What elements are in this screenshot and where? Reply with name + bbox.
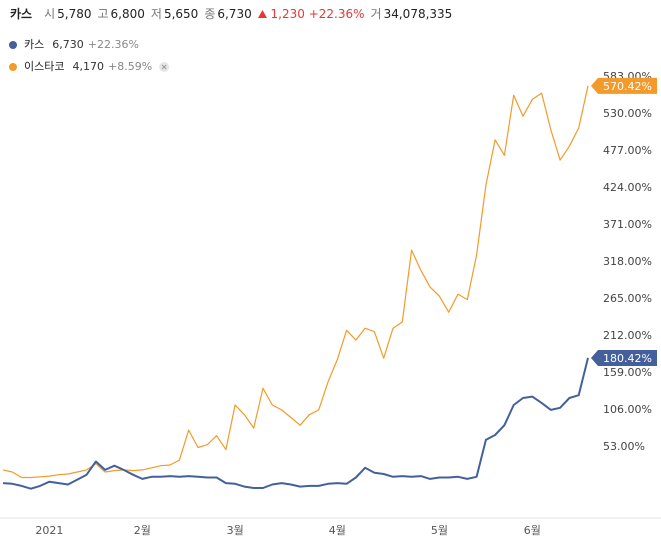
y-tick-label: 318.00% <box>603 255 652 268</box>
legend-dot <box>9 41 17 49</box>
y-tick-label: 530.00% <box>603 107 652 120</box>
up-triangle <box>257 9 267 18</box>
stat: 시 5,780 <box>44 5 91 22</box>
legend-name: 이스타코 <box>24 60 64 73</box>
volume: 거 34,078,335 <box>371 5 453 22</box>
stat: 고 6,800 <box>98 5 145 22</box>
y-tick-label: 159.00% <box>603 366 652 379</box>
y-tick-label: 371.00% <box>603 218 652 231</box>
y-tick-label: 265.00% <box>603 292 652 305</box>
stat: 저 5,650 <box>151 5 198 22</box>
remove-series-button[interactable] <box>159 62 170 72</box>
legend-name: 카스 <box>24 38 44 51</box>
legend-change: +8.59% <box>108 60 152 73</box>
x-tick-label: 2월 <box>134 524 151 537</box>
x-tick-label: 2021 <box>35 524 63 537</box>
x-tick-label: 5월 <box>431 524 448 537</box>
change-pct: +22.36% <box>308 6 365 21</box>
stat-label: 시 <box>44 7 56 21</box>
stat-label: 종 <box>204 7 216 21</box>
stat-label: 고 <box>97 7 109 21</box>
end-value-tag <box>591 349 657 366</box>
y-tick-label: 477.00% <box>603 144 652 157</box>
change: 1,230 +22.36% <box>257 6 365 21</box>
change-value: 1,230 <box>270 6 305 21</box>
stock-name: 카스 <box>10 7 33 21</box>
end-value-label: 570.42% <box>603 80 652 93</box>
y-tick-label: 212.00% <box>603 329 652 342</box>
stat-value: 6,730 <box>217 7 252 21</box>
legend-dot <box>9 63 17 71</box>
x-tick-label: 6월 <box>524 524 541 537</box>
stat-value: 5,650 <box>163 7 199 21</box>
series-line <box>2 85 589 479</box>
stat-value: 6,800 <box>110 7 145 21</box>
legend-price: 4,170 <box>72 60 104 73</box>
stat-value: 5,780 <box>57 7 92 21</box>
end-value-label: 180.42% <box>603 352 652 365</box>
x-tick-label: 4월 <box>329 524 346 537</box>
header: 카스 시 5,780 고 6,800 저 5,650 종 6,730 1,230 +22… <box>10 5 452 22</box>
stat: 종 6,730 <box>204 5 251 22</box>
y-tick-label: 106.00% <box>603 403 652 416</box>
legend-price: 6,730 <box>52 38 84 51</box>
x-tick-label: 3월 <box>227 524 244 537</box>
y-tick-label: 53.00% <box>603 440 645 453</box>
end-value-tag <box>591 77 657 94</box>
volume-label: 거 <box>370 7 382 21</box>
stat-label: 저 <box>150 7 162 21</box>
series-line <box>2 357 589 490</box>
volume-value: 34,078,335 <box>383 7 453 21</box>
legend-change: +22.36% <box>88 38 139 51</box>
y-tick-label: 424.00% <box>603 181 652 194</box>
